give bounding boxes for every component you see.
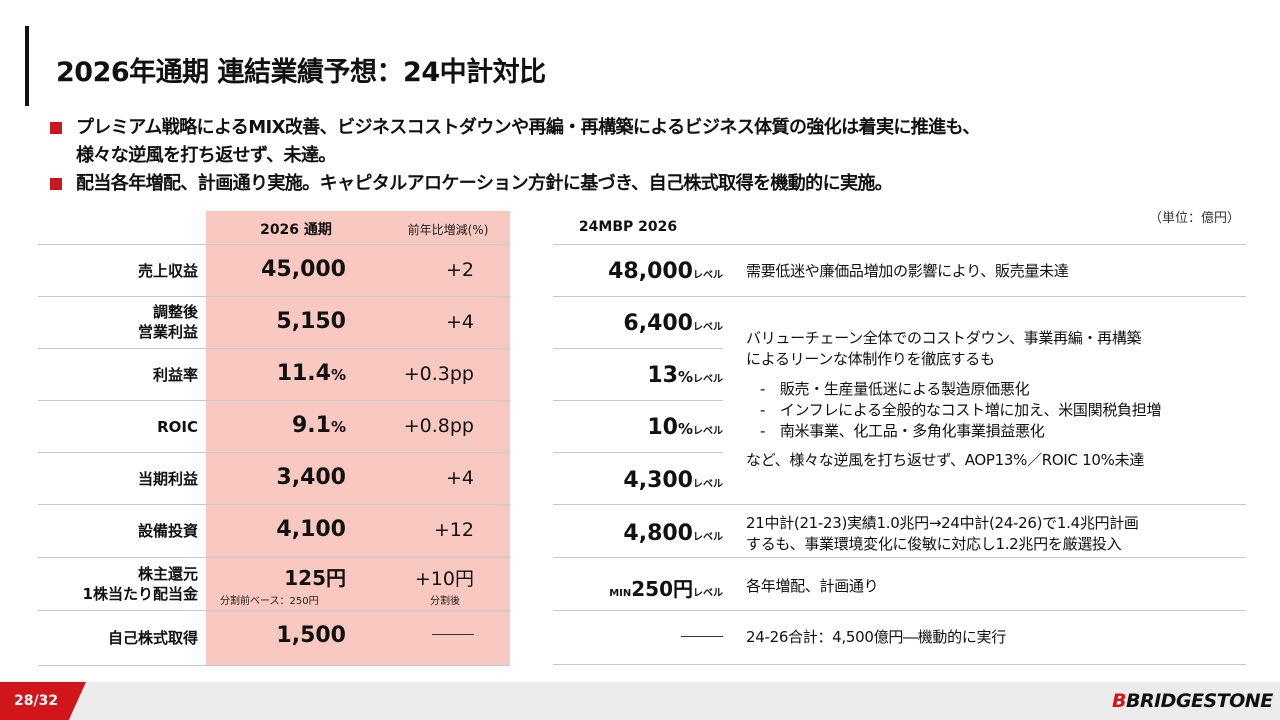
row-change [386,623,474,645]
bullet-1: プレミアム戦略によるMIX改善、ビジネスコストダウンや再編・再構築によるビジネス… [48,114,1248,170]
desc-buyback: 24-26合計：4,500億円―機動的に実行 [746,628,1006,646]
row-value: 3,400 [276,465,346,490]
row-value: 5,150 [276,309,346,334]
desc-dividend: 各年増配、計画通り [746,577,879,595]
row-label: 株主還元 1株当たり配当金 [82,565,198,603]
col-header-change: 前年比増減(%) [407,223,489,237]
plan-value: 10%レベル [647,415,723,440]
table-row: 調整後 営業利益 5,150 +4 [38,296,510,349]
highlight-column [206,211,510,665]
table-row: 株主還元 1株当たり配当金 125円 分割前ベース：250円 +10円 分割後 [38,557,510,611]
row-change: +0.3pp [403,363,474,385]
row-divider [553,452,723,453]
forecast-table-header: 2026 通期 前年比増減(%) [38,211,510,244]
row-change: +4 [445,467,474,489]
desc-profit: バリューチェーン全体でのコストダウン、事業再編・再構築 によるリーンな体制作りを… [746,329,1162,469]
change-note: 分割後 [430,596,460,607]
row-label: ROIC [157,418,198,436]
row-label: 自己株式取得 [107,629,198,647]
plan-value [553,623,723,648]
row-value: 1,500 [276,623,346,648]
row-divider [553,610,1246,611]
row-divider [553,664,1246,665]
row-divider [553,296,1246,297]
bullet-square-icon [50,122,62,134]
value-note: 分割前ベース：250円 [220,596,319,607]
table-row: 売上収益 45,000 +2 [38,244,510,297]
footer-bar [0,682,1280,720]
dash-line [432,634,474,635]
row-divider [553,400,723,401]
row-divider [553,504,1246,505]
row-value: 4,100 [276,517,346,542]
bullet-2-text: 配当各年増配、計画通り実施。キャピタルアロケーション方針に基づき、自己株式取得を… [76,173,893,194]
row-change: +4 [445,311,474,333]
table-row: 当期利益 3,400 +4 [38,452,510,505]
row-change: +0.8pp [403,415,474,437]
bullet-1-line1: プレミアム戦略によるMIX改善、ビジネスコストダウンや再編・再構築によるビジネス… [76,117,980,138]
col-header-2026: 2026 通期 [260,222,332,238]
row-change: +10円 [414,568,474,590]
plan-value: MIN250円レベル [609,577,723,601]
row-label: 売上収益 [137,262,198,280]
plan-value: 48,000レベル [608,259,723,284]
row-value: 45,000 [261,257,346,282]
dash-line [681,635,723,637]
row-label: 当期利益 [137,470,198,488]
row-value: 125円 [284,566,346,590]
plan-value: 6,400レベル [623,311,723,336]
desc-sales: 需要低迷や廉価品増加の影響により、販売量未達 [746,262,1069,280]
table-row: 自己株式取得 1,500 [38,610,510,666]
bullet-square-icon [50,178,62,190]
table-row: 利益率 11.4% +0.3pp [38,348,510,401]
row-divider [553,348,723,349]
row-value: 9.1% [291,413,346,438]
title-accent-bar [25,26,29,106]
page-number: 28/32 [14,693,59,709]
plan-value: 4,300レベル [623,468,723,493]
table-row: 設備投資 4,100 +12 [38,504,510,558]
bullet-1-line2: 様々な逆風を打ち返せず、未達。 [76,145,336,166]
row-label: 設備投資 [137,522,198,540]
bridgestone-logo: BBRIDGESTONE [1112,690,1273,712]
row-divider [553,244,1246,245]
row-label: 調整後 営業利益 [137,303,198,341]
row-change: +12 [433,519,474,541]
summary-bullets: プレミアム戦略によるMIX改善、ビジネスコストダウンや再編・再構築によるビジネス… [48,114,1248,198]
unit-note: （単位：億円） [1148,211,1240,226]
table-row: ROIC 9.1% +0.8pp [38,400,510,453]
bullet-2: 配当各年増配、計画通り実施。キャピタルアロケーション方針に基づき、自己株式取得を… [48,170,1248,198]
col-header-24mbp: 24MBP 2026 [578,219,678,235]
row-divider [553,557,1246,558]
plan-value: 13%レベル [647,363,723,388]
row-change: +2 [445,259,474,281]
row-label: 利益率 [152,366,198,384]
desc-capex: 21中計(21-23)実績1.0兆円→24中計(24-26)で1.4兆円計画 す… [746,514,1139,553]
plan-value: 4,800レベル [623,521,723,546]
row-value: 11.4% [276,361,346,386]
page-title: 2026年通期 連結業績予想：24中計対比 [56,57,546,88]
